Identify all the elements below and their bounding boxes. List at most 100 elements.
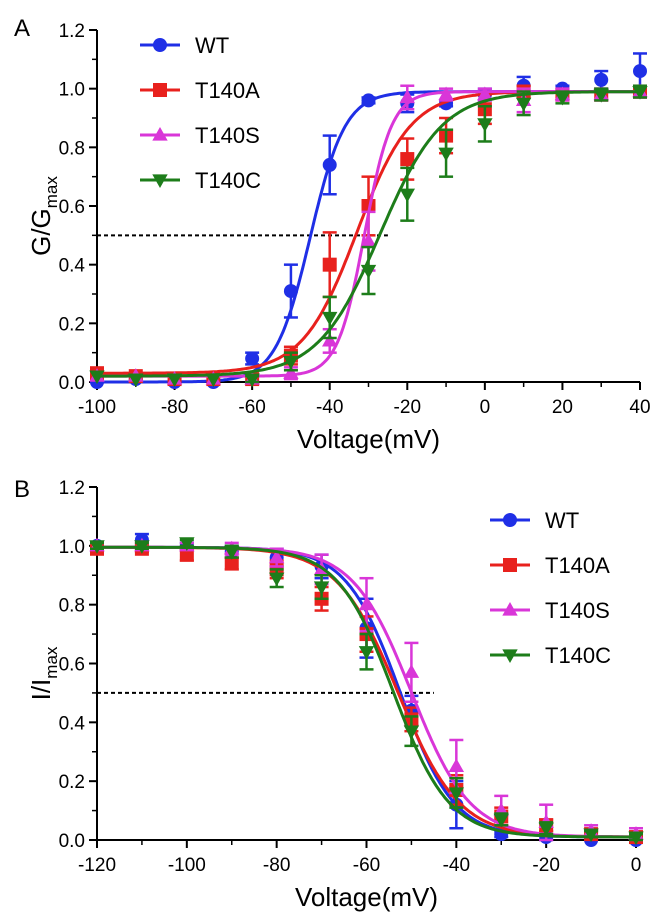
panel-a-x-axis-title: Voltage(mV) (297, 424, 440, 454)
panel-a-legend-label-wt: WT (195, 33, 229, 58)
panel-b-t140c-point (538, 822, 554, 837)
panel-b-legend-label-t140c: T140C (545, 643, 611, 668)
panel-b-t140s-point (448, 758, 465, 773)
panel-b-t140c-point (224, 546, 240, 560)
panel-a-t140c-point (322, 311, 338, 326)
panel-a-t140s-point (477, 86, 493, 101)
panel-a-legend-marker-t140s (152, 126, 168, 141)
panel-b-y-tick-label: 0.2 (59, 772, 85, 793)
panel-a-legend-label-t140a: T140A (195, 78, 260, 103)
panel-a-t140c-point (554, 91, 571, 106)
panel-b-t140c-point (179, 537, 195, 551)
panel-a-x-tick-label: -20 (394, 397, 421, 418)
panel-a-t140s-point (399, 89, 415, 104)
panel-b-legend-marker-t140a (503, 558, 517, 572)
panel-a-t140c-point (244, 373, 260, 388)
panel-a-y-tick-label: 0.8 (59, 138, 85, 159)
panel-b-x-tick-label: -80 (263, 855, 290, 876)
panel-a-wt-point (245, 351, 260, 366)
panel-a-t140c-point (166, 373, 183, 388)
panel-b-t140c-point (313, 581, 330, 596)
panel-a-y-tick-label: 1.2 (59, 21, 85, 42)
panel-a-t140c-point (128, 373, 144, 388)
panel-b-legend-marker-t140s (502, 601, 518, 616)
panel-b-x-tick-label: -100 (168, 855, 206, 876)
panel-a-series-t140c (89, 84, 648, 388)
panel-b-t140c-point (134, 540, 150, 554)
panel-a-wt-point (361, 93, 376, 108)
panel-label-a: A (14, 15, 30, 42)
panel-b-y-tick-label: 0.8 (59, 596, 85, 617)
panel-a-y-tick-label: 0.2 (59, 314, 85, 335)
panel-b-y-tick-label: 0.0 (59, 831, 85, 852)
panel-a-x-tick-label: -60 (238, 397, 265, 418)
panel-a-t140c-point (438, 147, 454, 162)
panel-a-y-tick-label: 1.0 (59, 80, 85, 101)
panel-a-y-tick-label: 0.0 (59, 373, 85, 394)
panel-b-t140c-point (403, 725, 420, 740)
panel-a-t140c-point (593, 88, 609, 103)
panel-b-t140c-point (89, 540, 105, 554)
panel-a-y-axis-title-sub: max (42, 176, 61, 209)
panel-a-t140c-point (477, 118, 493, 132)
panel-a-legend-marker-t140a (153, 83, 167, 97)
panel-b-y-tick-label: 0.6 (59, 655, 85, 676)
panel-a-t140c-point (399, 188, 415, 203)
panel-b-y-tick-label: 1.2 (59, 478, 85, 499)
panel-a-x-tick-label: 40 (629, 397, 650, 418)
panel-a-t140c-point (632, 86, 648, 100)
panel-a-wt-point (283, 284, 298, 299)
panel-a-t140c-point (283, 355, 299, 370)
panel-a-y-tick-label: 0.4 (59, 256, 86, 277)
panel-b-legend-marker-wt (503, 513, 517, 527)
panel-a-t140c-point (515, 97, 532, 112)
panel-b-t140s-point (358, 596, 375, 611)
panel-a-t140s-point (283, 365, 299, 379)
panel-b-chart: 0.0 0.2 0.4 0.6 0.8 1.0 1.2 -120 -100 -80 -60 -40 -2… (26, 478, 644, 912)
panel-a-chart: 0.0 0.2 0.4 0.6 0.8 1.0 1.2 -100 -80 -60 -40 -20 0 20… (26, 21, 651, 454)
panel-a-legend-label-t140s: T140S (195, 123, 260, 148)
panel-a-legend-label-t140c: T140C (195, 168, 261, 193)
panel-a-t140a-point (322, 257, 337, 272)
panel-b-legend-label-t140s: T140S (545, 598, 610, 623)
panel-a-wt-point (633, 64, 647, 79)
panel-a-t140a-point (400, 152, 415, 167)
panel-b-x-tick-label: 0 (631, 855, 642, 876)
panel-b-legend-label-wt: WT (545, 508, 579, 533)
panel-b-legend-label-t140a: T140A (545, 553, 610, 578)
panel-b-y-axis-title-main: I/I (26, 679, 56, 701)
panel-a-y-axis-title-main: G/G (26, 208, 56, 256)
panel-a-legend-marker-t140c (152, 174, 168, 189)
panel-a-x-tick-label: 0 (480, 397, 491, 418)
panel-a-x-tick-label: 20 (552, 397, 573, 418)
panel-a-t140c-point (89, 370, 105, 385)
panel-b-t140c-point (268, 572, 285, 587)
panel-a-t140c-point (360, 264, 377, 279)
panel-a-wt-point (594, 72, 609, 87)
panel-b-x-axis-title: Voltage(mV) (295, 882, 438, 912)
panel-b-series-t140s (89, 537, 644, 842)
panel-a-legend-marker-wt (153, 38, 167, 52)
panel-a-series-t140s (89, 83, 648, 385)
panel-b-t140c-point (583, 828, 599, 843)
panel-b-t140s-point (403, 664, 420, 678)
panel-a-x-tick-label: -80 (161, 397, 188, 418)
panel-b-t140c-point (628, 831, 644, 846)
panel-b-y-tick-label: 0.4 (59, 713, 86, 734)
panel-a-t140c-point (205, 373, 222, 388)
panel-b-t140s-point (268, 549, 285, 564)
panel-b-x-tick-label: -120 (78, 855, 116, 876)
panel-a-y-axis-title: G/Gmax (26, 176, 61, 256)
panel-b-y-axis-title: I/Imax (26, 646, 61, 700)
panel-a-x-tick-label: -100 (78, 397, 116, 418)
panel-a-y-tick-label: 0.6 (59, 197, 85, 218)
panel-label-b: B (14, 476, 30, 503)
panel-a-x-tick-label: -40 (316, 397, 343, 418)
panel-b-t140c-point (448, 787, 465, 801)
panel-a-t140s-point (438, 86, 454, 101)
panel-b-x-tick-label: -60 (353, 855, 380, 876)
panel-b-t140a-point (224, 556, 239, 571)
panel-b-x-tick-label: -40 (443, 855, 470, 876)
panel-a-t140s-point (360, 233, 377, 247)
